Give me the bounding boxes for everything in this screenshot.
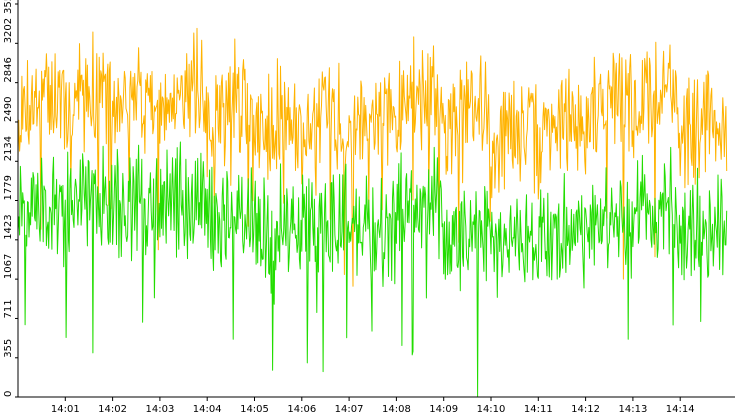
- y-tick-label: 0: [3, 391, 14, 397]
- y-tick-label: 355: [3, 339, 14, 358]
- x-tick-label: 14:03: [145, 404, 174, 415]
- x-tick-label: 14:09: [429, 404, 458, 415]
- y-tick-label: 2846: [3, 57, 14, 82]
- y-tick-label: 3202: [3, 18, 14, 43]
- y-tick-label: 2490: [3, 97, 14, 122]
- x-tick-label: 14:12: [571, 404, 600, 415]
- x-tick-label: 14:06: [287, 404, 316, 415]
- x-tick-label: 14:01: [51, 404, 80, 415]
- y-tick-label: 1067: [3, 254, 14, 279]
- x-tick-label: 14:10: [477, 404, 506, 415]
- y-tick-label: 1779: [3, 175, 14, 200]
- x-tick-label: 14:07: [335, 404, 364, 415]
- y-tick-label: 1423: [3, 214, 14, 239]
- series-layer: [17, 27, 728, 397]
- y-tick-label: 711: [3, 299, 14, 318]
- x-tick-label: 14:13: [618, 404, 647, 415]
- y-tick-label: 2134: [3, 136, 14, 161]
- axes-layer: 0 355 711 1067 1423 1779 2134 2490 2846 3202 3558 1…: [3, 0, 735, 415]
- x-tick-label: 14:14: [666, 404, 695, 415]
- y-tick-label: 3558: [3, 0, 14, 14]
- x-tick-label: 14:05: [240, 404, 269, 415]
- x-tick-label: 14:08: [382, 404, 411, 415]
- x-tick-label: 14:11: [524, 404, 553, 415]
- series-line-1: [17, 27, 728, 287]
- x-tick-label: 14:04: [193, 404, 222, 415]
- series-line-2: [17, 141, 728, 397]
- x-tick-label: 14:02: [98, 404, 127, 415]
